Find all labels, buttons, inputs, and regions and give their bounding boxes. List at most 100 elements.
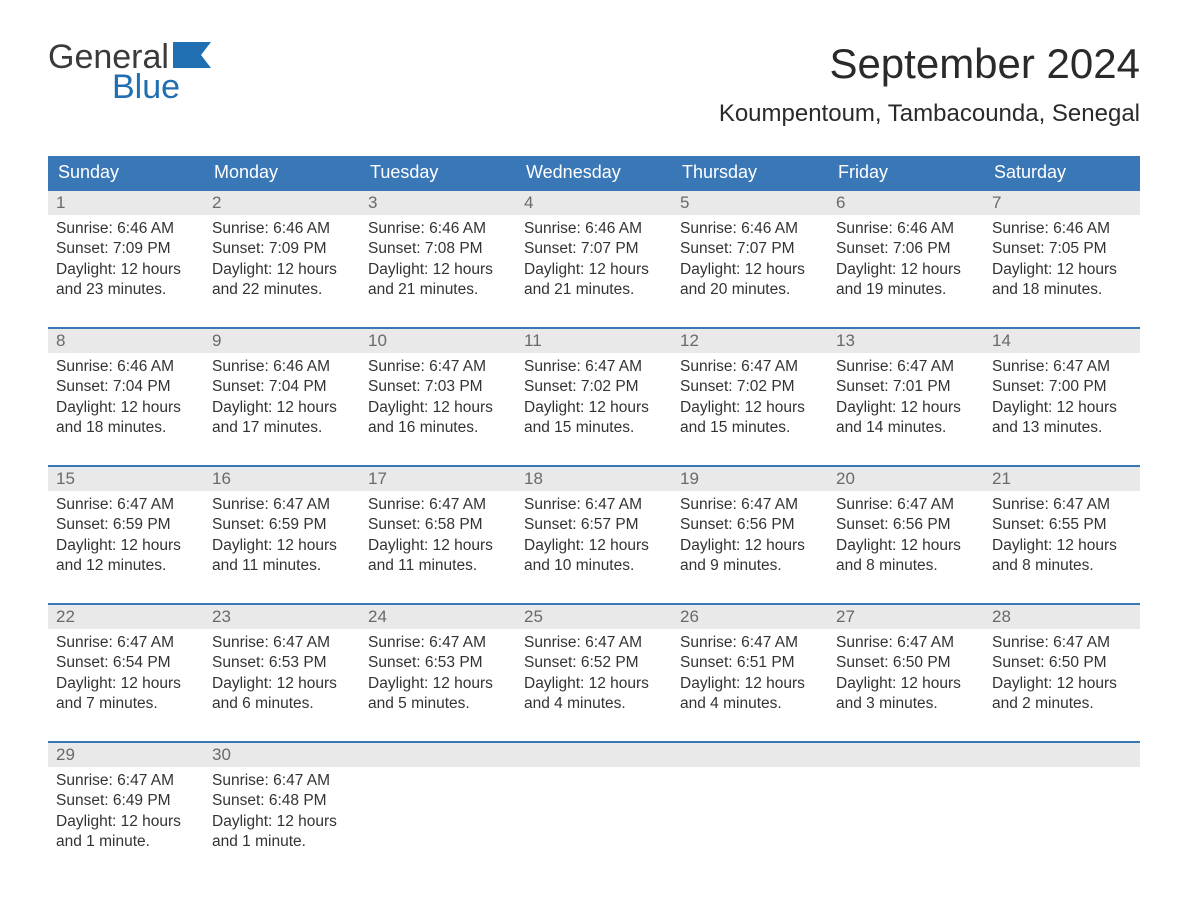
flag-icon [173, 40, 211, 66]
dow-thursday: Thursday [672, 156, 828, 189]
sunset-text: Sunset: 6:55 PM [992, 515, 1132, 535]
sunset-text: Sunset: 6:54 PM [56, 653, 196, 673]
sunset-text: Sunset: 6:49 PM [56, 791, 196, 811]
daylight-text: and 15 minutes. [524, 418, 664, 438]
daylight-text: and 11 minutes. [212, 556, 352, 576]
daylight-text: and 8 minutes. [836, 556, 976, 576]
daylight-text: and 22 minutes. [212, 280, 352, 300]
daylight-text: and 21 minutes. [368, 280, 508, 300]
daylight-text: Daylight: 12 hours [212, 674, 352, 694]
daylight-text: and 13 minutes. [992, 418, 1132, 438]
day-number: 26 [672, 605, 828, 629]
day-number: 6 [828, 191, 984, 215]
day-cell: 27Sunrise: 6:47 AMSunset: 6:50 PMDayligh… [828, 605, 984, 715]
dow-saturday: Saturday [984, 156, 1140, 189]
sunset-text: Sunset: 7:00 PM [992, 377, 1132, 397]
daylight-text: Daylight: 12 hours [992, 674, 1132, 694]
sunset-text: Sunset: 6:56 PM [680, 515, 820, 535]
day-number: 3 [360, 191, 516, 215]
sunrise-text: Sunrise: 6:47 AM [680, 633, 820, 653]
sunset-text: Sunset: 6:51 PM [680, 653, 820, 673]
day-cell: 23Sunrise: 6:47 AMSunset: 6:53 PMDayligh… [204, 605, 360, 715]
sunrise-text: Sunrise: 6:46 AM [212, 219, 352, 239]
daylight-text: Daylight: 12 hours [56, 674, 196, 694]
week-row: 22Sunrise: 6:47 AMSunset: 6:54 PMDayligh… [48, 603, 1140, 715]
sunrise-text: Sunrise: 6:47 AM [368, 357, 508, 377]
daylight-text: Daylight: 12 hours [680, 674, 820, 694]
sunrise-text: Sunrise: 6:47 AM [992, 357, 1132, 377]
sunset-text: Sunset: 7:07 PM [680, 239, 820, 259]
day-number: 28 [984, 605, 1140, 629]
sunset-text: Sunset: 6:52 PM [524, 653, 664, 673]
sunrise-text: Sunrise: 6:47 AM [524, 357, 664, 377]
month-title: September 2024 [719, 40, 1140, 88]
sunrise-text: Sunrise: 6:46 AM [836, 219, 976, 239]
day-number: 24 [360, 605, 516, 629]
daylight-text: and 21 minutes. [524, 280, 664, 300]
daylight-text: Daylight: 12 hours [836, 536, 976, 556]
day-body: Sunrise: 6:47 AMSunset: 6:52 PMDaylight:… [516, 629, 672, 715]
daylight-text: and 1 minute. [56, 832, 196, 852]
day-number: 20 [828, 467, 984, 491]
day-body: Sunrise: 6:47 AMSunset: 6:56 PMDaylight:… [672, 491, 828, 577]
sunset-text: Sunset: 7:01 PM [836, 377, 976, 397]
day-body: Sunrise: 6:47 AMSunset: 7:00 PMDaylight:… [984, 353, 1140, 439]
daylight-text: Daylight: 12 hours [524, 674, 664, 694]
day-body: Sunrise: 6:47 AMSunset: 6:51 PMDaylight:… [672, 629, 828, 715]
day-body: Sunrise: 6:47 AMSunset: 6:55 PMDaylight:… [984, 491, 1140, 577]
day-body: Sunrise: 6:47 AMSunset: 6:50 PMDaylight:… [828, 629, 984, 715]
sunset-text: Sunset: 6:59 PM [56, 515, 196, 535]
day-body: Sunrise: 6:47 AMSunset: 7:02 PMDaylight:… [672, 353, 828, 439]
daylight-text: and 10 minutes. [524, 556, 664, 576]
daylight-text: Daylight: 12 hours [368, 260, 508, 280]
daylight-text: and 11 minutes. [368, 556, 508, 576]
daylight-text: Daylight: 12 hours [992, 536, 1132, 556]
day-cell: 29Sunrise: 6:47 AMSunset: 6:49 PMDayligh… [48, 743, 204, 853]
daylight-text: Daylight: 12 hours [212, 812, 352, 832]
sunset-text: Sunset: 6:50 PM [992, 653, 1132, 673]
header: General Blue September 2024 Koumpentoum,… [48, 40, 1140, 128]
daylight-text: Daylight: 12 hours [368, 536, 508, 556]
sunset-text: Sunset: 7:04 PM [56, 377, 196, 397]
daylight-text: Daylight: 12 hours [836, 674, 976, 694]
day-cell: 5Sunrise: 6:46 AMSunset: 7:07 PMDaylight… [672, 191, 828, 301]
sunrise-text: Sunrise: 6:47 AM [836, 633, 976, 653]
day-cell: 19Sunrise: 6:47 AMSunset: 6:56 PMDayligh… [672, 467, 828, 577]
daylight-text: Daylight: 12 hours [368, 674, 508, 694]
sunrise-text: Sunrise: 6:47 AM [212, 495, 352, 515]
day-cell: 26Sunrise: 6:47 AMSunset: 6:51 PMDayligh… [672, 605, 828, 715]
logo: General Blue [48, 40, 211, 104]
title-block: September 2024 Koumpentoum, Tambacounda,… [719, 40, 1140, 128]
day-cell: 14Sunrise: 6:47 AMSunset: 7:00 PMDayligh… [984, 329, 1140, 439]
daylight-text: and 18 minutes. [992, 280, 1132, 300]
day-body: Sunrise: 6:47 AMSunset: 6:54 PMDaylight:… [48, 629, 204, 715]
day-number: 7 [984, 191, 1140, 215]
day-body: Sunrise: 6:47 AMSunset: 6:50 PMDaylight:… [984, 629, 1140, 715]
day-cell: 11Sunrise: 6:47 AMSunset: 7:02 PMDayligh… [516, 329, 672, 439]
day-number: 13 [828, 329, 984, 353]
calendar: Sunday Monday Tuesday Wednesday Thursday… [48, 156, 1140, 853]
daylight-text: and 8 minutes. [992, 556, 1132, 576]
daylight-text: and 14 minutes. [836, 418, 976, 438]
day-body: Sunrise: 6:46 AMSunset: 7:09 PMDaylight:… [48, 215, 204, 301]
daylight-text: and 9 minutes. [680, 556, 820, 576]
day-cell: 2Sunrise: 6:46 AMSunset: 7:09 PMDaylight… [204, 191, 360, 301]
day-body: Sunrise: 6:47 AMSunset: 6:53 PMDaylight:… [360, 629, 516, 715]
day-number: . [828, 743, 984, 767]
day-number: 23 [204, 605, 360, 629]
daylight-text: and 4 minutes. [680, 694, 820, 714]
day-number: 21 [984, 467, 1140, 491]
day-number: 18 [516, 467, 672, 491]
day-body: Sunrise: 6:47 AMSunset: 6:48 PMDaylight:… [204, 767, 360, 853]
day-body: Sunrise: 6:47 AMSunset: 6:53 PMDaylight:… [204, 629, 360, 715]
week-row: 8Sunrise: 6:46 AMSunset: 7:04 PMDaylight… [48, 327, 1140, 439]
sunset-text: Sunset: 6:48 PM [212, 791, 352, 811]
day-number: . [360, 743, 516, 767]
day-cell: 17Sunrise: 6:47 AMSunset: 6:58 PMDayligh… [360, 467, 516, 577]
daylight-text: Daylight: 12 hours [212, 398, 352, 418]
sunrise-text: Sunrise: 6:47 AM [992, 633, 1132, 653]
day-body: Sunrise: 6:47 AMSunset: 6:56 PMDaylight:… [828, 491, 984, 577]
daylight-text: Daylight: 12 hours [56, 398, 196, 418]
daylight-text: Daylight: 12 hours [524, 536, 664, 556]
day-cell: . [360, 743, 516, 853]
